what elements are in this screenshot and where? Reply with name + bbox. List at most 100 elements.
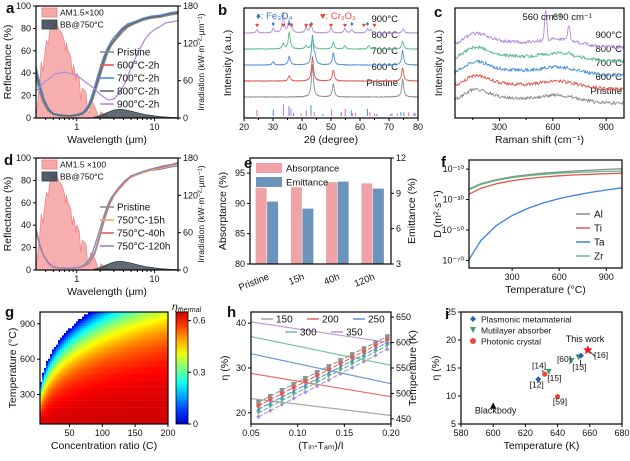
heatmap-cell [122,340,125,343]
heatmap-cell [166,354,169,357]
heatmap-cell [88,410,91,413]
heatmap-cell [84,410,87,413]
heatmap-cell [94,340,97,343]
heatmap-cell [164,351,167,355]
heatmap-cell [108,312,111,315]
heatmap-cell [106,417,109,420]
x-axis-title: Concentration ratio (C) [51,440,157,452]
heatmap-cell [142,323,145,327]
label: 20 [446,335,456,345]
heatmap-cell [134,319,137,322]
heatmap-cell [164,396,167,399]
heatmap-cell [70,356,73,359]
heatmap-cell [132,365,135,369]
heatmap-cell [48,382,51,385]
marker-tri-down [470,327,476,333]
heatmap-cell [102,370,105,373]
heatmap-cell [134,412,137,415]
heatmap-cell [120,335,123,338]
heatmap-cell [128,347,131,350]
x-axis-title: (Tᵢₙ-Tₐₘ)/I [298,440,343,452]
heatmap-cell [88,351,91,355]
heatmap-cell [130,319,133,322]
heatmap-cell [94,312,97,315]
heatmap-cell [94,414,97,418]
heatmap-cell [116,384,119,387]
heatmap-cell [66,403,69,406]
heatmap-cell [142,326,145,329]
heatmap-cell [146,419,149,422]
heatmap-cell [118,312,121,315]
heatmap-cell [142,414,145,418]
heatmap-cell [62,342,65,345]
marker-tri-down [373,349,378,354]
heatmap-cell [72,351,75,355]
heatmap-cell [48,398,51,401]
heatmap-cell [156,316,159,320]
heatmap-cell [90,372,93,376]
label: 0.15 [336,428,354,438]
heatmap-cell [52,421,55,425]
heatmap-cell [92,354,95,357]
heatmap-cell [160,363,163,366]
bar-emittance-120h [372,188,384,264]
label: 200 [160,428,175,438]
heatmap-cell [96,417,99,420]
heatmap-cell [106,393,109,397]
heatmap-cell [60,361,63,364]
legend-label: Plasmonic metamaterial [481,315,572,325]
heatmap-cell [162,342,165,345]
heatmap-cell [68,382,71,385]
heatmap-cell [150,389,153,392]
heatmap-cell [82,419,85,422]
heatmap-cell [42,400,45,404]
heatmap-cell [138,337,141,341]
heatmap-cell [72,417,75,420]
heatmap-cell [86,405,89,408]
heatmap-cell [166,326,169,329]
heatmap-cell [166,412,169,415]
heatmap-cell [148,316,151,320]
heatmap-cell [136,356,139,359]
heatmap-cell [80,372,83,376]
heatmap-cell [72,333,75,336]
heatmap-cell [128,375,131,378]
heatmap-cell [132,419,135,422]
heatmap-cell [108,403,111,406]
legend-label: BB@750°C [60,20,104,30]
heatmap-cell [116,321,119,324]
xrd-curve-800°C [243,31,419,50]
heatmap-cell [138,403,141,406]
heatmap-cell [104,342,107,345]
heatmap-cell [76,417,79,420]
heatmap-cell [104,386,107,390]
heatmap-cell [138,389,141,392]
heatmap-cell [76,356,79,359]
heatmap-cell [166,312,169,315]
heatmap-cell [162,347,165,350]
heatmap-cell [154,368,157,371]
heatmap-cell [142,361,145,364]
heatmap-cell [124,344,127,348]
heatmap-cell [118,386,121,390]
heatmap-cell [120,356,123,359]
heatmap-cell [92,347,95,350]
label: 450 [396,414,411,424]
heatmap-cell [130,335,133,338]
heatmap-cell [92,421,95,425]
heatmap-cell [128,379,131,383]
heatmap-cell [58,340,61,343]
heatmap-cell [130,354,133,357]
legend-label: Mutilayer absorber [481,326,552,336]
legend-swatch-absorptance [256,163,282,173]
heatmap-cell [62,417,65,420]
heatmap-cell [108,377,111,380]
heatmap-cell [92,382,95,385]
heatmap-cell [116,333,119,336]
heatmap-cell [76,375,79,378]
heatmap-cell [116,417,119,420]
label: 12 [396,153,406,163]
heatmap-cell [66,358,69,362]
heatmap-cell [72,400,75,404]
